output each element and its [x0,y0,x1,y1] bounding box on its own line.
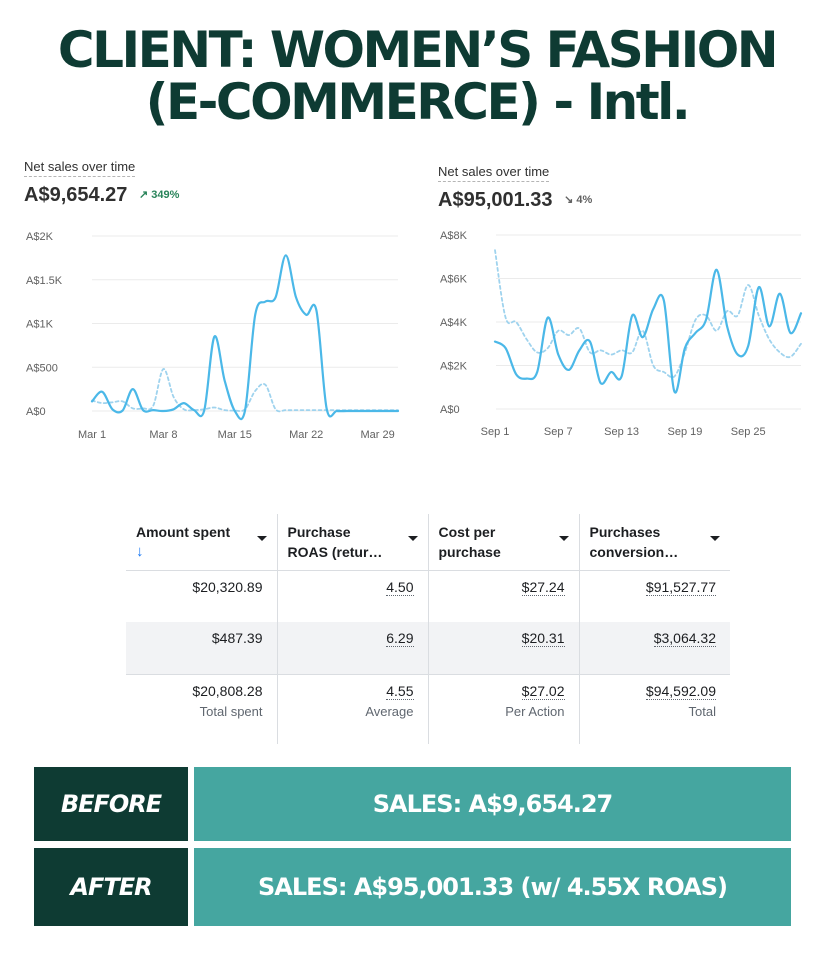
table-cell: $3,064.32 [578,622,730,674]
y-tick-label: A$2K [26,231,54,243]
chart-title[interactable]: Net sales over time [24,159,136,177]
change-badge: ↗ 349% [139,189,179,201]
total-value[interactable]: 4.55 [386,682,414,700]
comparison-series-line [494,249,802,379]
column-header-label: conversion… [589,544,679,560]
arrow-up-right-icon: ↗ [138,189,149,201]
total-caption: Average [365,703,414,719]
y-tick-label: A$6K [440,274,468,286]
x-tick-label: Sep 25 [731,426,766,438]
table-cell: $20,320.89 [126,570,277,622]
column-header-amount-spent[interactable]: Amount spent ↓ [126,514,277,571]
net-sales-series-line [90,254,400,421]
table-cell: $27.24 [427,570,579,622]
table-cell: $20,808.28 Total spent [126,673,277,744]
total-value[interactable]: $27.02 [521,682,565,700]
table-row: $487.39 6.29 $20.31 $3,064.32 [126,622,730,674]
before-label: BEFORE [34,767,188,841]
table-cell: $487.39 [126,622,277,674]
net-sales-series-line [493,268,803,394]
cell-value[interactable]: $27.24 [521,578,565,596]
net-sales-panel-before: Net sales over time A$9,654.27 ↗ 349% [24,158,179,207]
chart-total: A$9,654.27 ↗ 349% [24,184,179,207]
chart-total-value: A$9,654.27 [24,184,128,206]
x-tick-label: Mar 1 [78,429,106,441]
column-header-label: Amount spent [136,524,231,540]
total-caption: Total [688,703,716,719]
table-cell: $94,592.09 Total [578,673,730,744]
headline-line-2: (E-COMMERCE) - Intl. [145,73,691,131]
table-cell: 4.50 [276,570,428,622]
change-value: 349% [151,189,180,201]
x-tick-label: Sep 7 [544,426,573,438]
x-tick-label: Mar 29 [360,429,394,441]
x-tick-label: Mar 8 [149,429,177,441]
table-cell: $91,527.77 [578,570,730,622]
column-header-label: ROAS (retur… [287,544,383,560]
change-badge: ↘ 4% [564,194,592,206]
column-header-label: Purchase [287,524,351,540]
x-tick-label: Mar 15 [218,429,252,441]
x-tick-label: Sep 1 [481,426,510,438]
cell-value[interactable]: 6.29 [386,630,414,647]
cell-value: $487.39 [211,630,263,646]
y-tick-label: A$8K [440,230,468,242]
chart-title[interactable]: Net sales over time [438,164,550,182]
total-value: $20,808.28 [192,682,263,699]
after-label: AFTER [34,848,188,926]
y-tick-label: A$0 [26,406,46,418]
cell-value[interactable]: 4.50 [386,578,414,596]
x-tick-label: Sep 19 [667,426,702,438]
column-header-cost-per-purchase[interactable]: Cost per purchase [427,514,579,571]
column-header-label: purchase [438,544,501,560]
table-cell: 4.55 Average [276,673,428,744]
headline-line-1: CLIENT: WOMEN’S FASHION [57,21,779,79]
after-sales-value: SALES: A$95,001.33 (w/ 4.55X ROAS) [194,848,791,926]
table-cell: $27.02 Per Action [427,673,579,744]
table-cell: 6.29 [276,622,428,674]
table-header-row: Amount spent ↓ Purchase ROAS (retur… Cos… [126,514,730,571]
x-tick-label: Mar 22 [289,429,323,441]
sort-descending-icon[interactable]: ↓ [136,543,144,560]
total-caption: Total spent [199,703,263,719]
y-tick-label: A$4K [440,317,468,329]
y-tick-label: A$1K [26,319,54,331]
column-header-purchases-conversion[interactable]: Purchases conversion… [578,514,730,571]
y-tick-label: A$0 [440,404,460,416]
dropdown-caret-icon[interactable] [407,536,418,541]
headline: CLIENT: WOMEN’S FASHION (E-COMMERCE) - I… [0,24,834,128]
chart-total-value: A$95,001.33 [438,189,553,211]
cell-value[interactable]: $3,064.32 [653,630,716,647]
dropdown-caret-icon[interactable] [710,536,720,541]
before-sales-value: SALES: A$9,654.27 [194,767,791,841]
x-tick-label: Sep 13 [604,426,639,438]
total-caption: Per Action [505,703,565,719]
change-value: 4% [576,194,593,206]
column-header-purchase-roas[interactable]: Purchase ROAS (retur… [276,514,428,571]
dropdown-caret-icon[interactable] [558,536,569,541]
cell-value: $20,320.89 [192,578,263,595]
table-totals-row: $20,808.28 Total spent 4.55 Average $27.… [126,673,730,744]
y-tick-label: A$2K [440,361,468,373]
column-header-label: Cost per [438,524,496,540]
total-value[interactable]: $94,592.09 [645,682,716,700]
column-header-label: Purchases [589,524,661,540]
ads-metrics-table: Amount spent ↓ Purchase ROAS (retur… Cos… [126,514,730,744]
net-sales-panel-after: Net sales over time A$95,001.33 ↘ 4% [438,163,592,212]
y-tick-label: A$500 [26,362,58,374]
dropdown-caret-icon[interactable] [256,536,267,541]
cell-value[interactable]: $91,527.77 [645,578,716,596]
table-row: $20,320.89 4.50 $27.24 $91,527.77 [126,570,730,622]
table-cell: $20.31 [427,622,579,674]
arrow-down-right-icon: ↘ [564,194,574,206]
y-tick-label: A$1.5K [26,275,63,287]
chart-total: A$95,001.33 ↘ 4% [438,189,592,212]
cell-value[interactable]: $20.31 [521,630,565,647]
